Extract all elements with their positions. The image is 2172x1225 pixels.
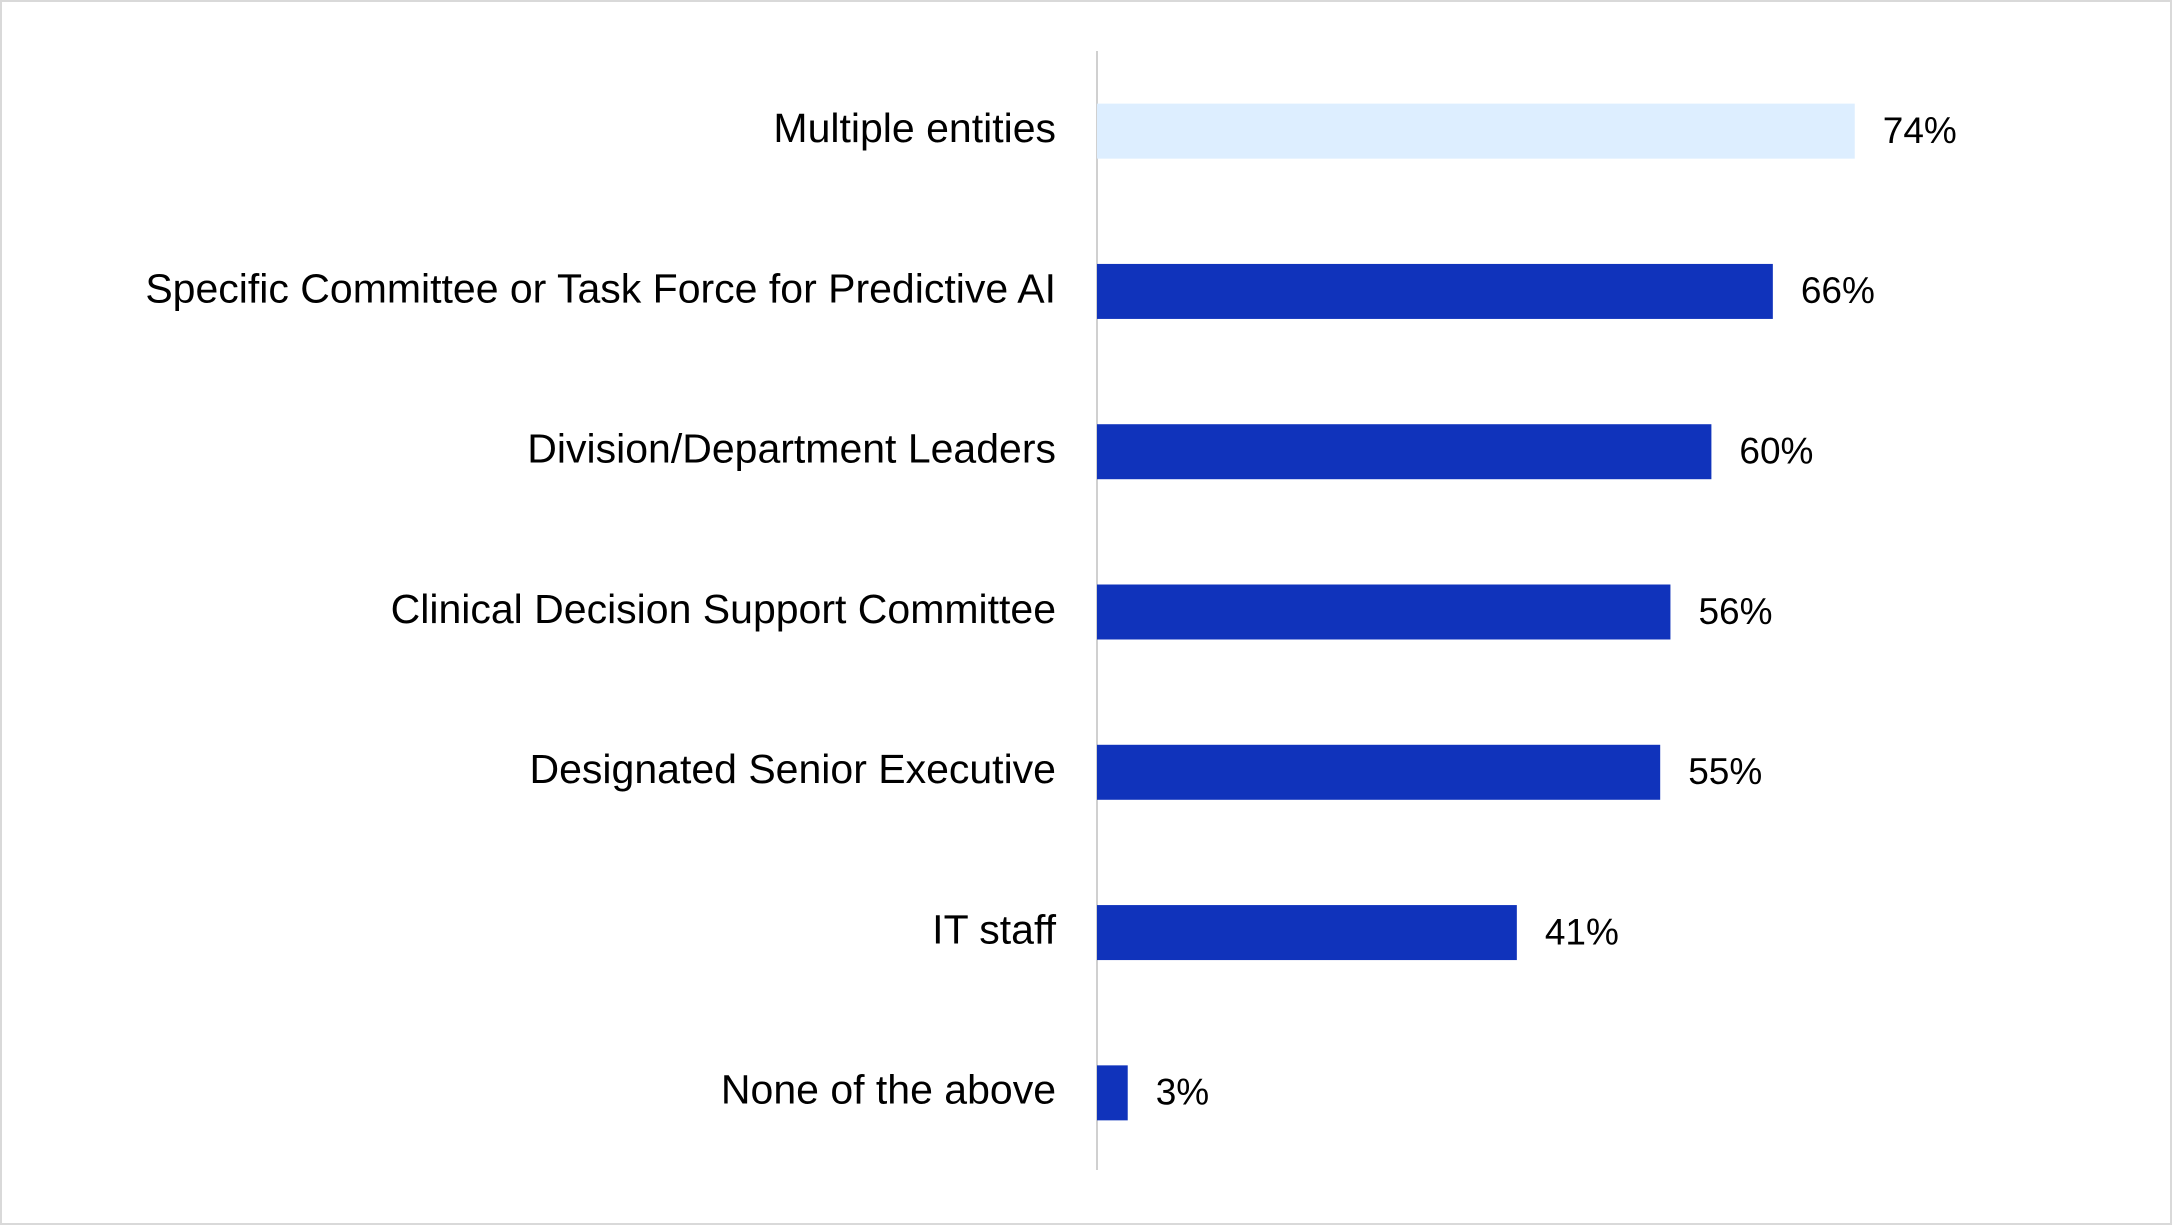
category-label: Designated Senior Executive	[530, 746, 1056, 792]
category-label: IT staff	[932, 906, 1056, 952]
value-label: 55%	[1688, 751, 1762, 792]
bar	[1097, 1065, 1128, 1121]
bar	[1097, 424, 1712, 480]
category-label: None of the above	[721, 1067, 1056, 1113]
category-label: Specific Committee or Task Force for Pre…	[145, 265, 1056, 311]
value-label: 66%	[1801, 270, 1875, 311]
bar	[1097, 584, 1671, 640]
bar	[1097, 103, 1855, 159]
category-label: Multiple entities	[773, 105, 1056, 151]
value-label: 56%	[1698, 591, 1772, 632]
bar	[1097, 263, 1773, 319]
value-label: 74%	[1883, 110, 1957, 151]
value-label: 60%	[1739, 430, 1813, 471]
bar	[1097, 905, 1517, 961]
category-label: Division/Department Leaders	[527, 426, 1056, 472]
value-label: 41%	[1545, 911, 1619, 952]
category-label: Clinical Decision Support Committee	[391, 586, 1056, 632]
bar	[1097, 744, 1661, 800]
value-label: 3%	[1156, 1072, 1209, 1113]
